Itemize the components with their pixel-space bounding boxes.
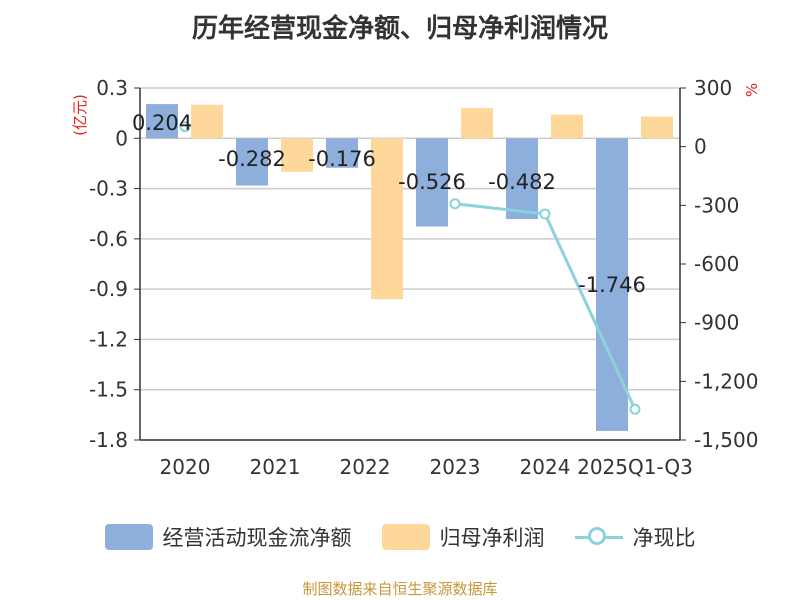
x-tick-label: 2021: [250, 455, 301, 479]
left-tick-label: -0.3: [89, 177, 128, 201]
ratio-point: [539, 208, 551, 220]
right-tick-label: -300: [694, 193, 739, 217]
bar-net-profit: [641, 116, 673, 139]
right-tick-label: 300: [694, 76, 732, 100]
right-tick-label: -1,500: [694, 428, 758, 452]
right-tick-label: 0: [694, 135, 707, 159]
bar-cashflow: [416, 138, 448, 227]
legend-label-cashflow: 经营活动现金流净额: [162, 526, 352, 550]
ratio-line-segment: [454, 202, 546, 216]
data-label-cashflow: 0.204: [132, 111, 192, 135]
right-tick-label: -900: [694, 311, 739, 335]
legend-swatch-cash-ratio: [574, 524, 623, 550]
data-label-cashflow: -0.526: [398, 170, 466, 194]
ratio-point: [629, 403, 641, 415]
bar-net-profit: [281, 138, 313, 172]
left-axis-label: (亿元): [71, 94, 89, 136]
x-tick-label: 2024: [520, 455, 571, 479]
legend-swatch-net-profit: [381, 524, 430, 550]
bar-cashflow: [506, 138, 538, 220]
right-tick-label: -1,200: [694, 369, 758, 393]
left-tick-label: -1.8: [89, 428, 128, 452]
bar-net-profit: [191, 104, 223, 139]
data-label-cashflow: -0.282: [218, 147, 286, 171]
bar-cashflow: [326, 138, 358, 168]
right-axis-label: %: [743, 83, 761, 97]
right-tick-label: -600: [694, 252, 739, 276]
source-note: 制图数据来自恒生聚源数据库: [302, 580, 498, 598]
legend: 经营活动现金流净额 归母净利润 净现比: [0, 517, 800, 557]
legend-swatch-cashflow: [104, 524, 153, 550]
data-label-cashflow: -1.746: [578, 273, 646, 297]
left-tick-label: -0.9: [89, 277, 128, 301]
ratio-point: [179, 121, 191, 133]
left-tick-label: -1.5: [89, 378, 128, 402]
legend-item-cash-ratio[interactable]: 净现比: [574, 522, 696, 552]
data-label-cashflow: -0.482: [488, 170, 556, 194]
left-tick-label: -0.6: [89, 227, 128, 251]
bar-net-profit: [551, 114, 583, 139]
bar-net-profit: [371, 138, 403, 300]
legend-label-net-profit: 归母净利润: [439, 526, 545, 550]
ratio-point: [449, 198, 461, 210]
bar-cashflow: [146, 104, 178, 139]
ratio-line-segment: [543, 213, 637, 410]
x-tick-label: 2020: [160, 455, 211, 479]
x-tick-label: 2023: [430, 455, 481, 479]
left-tick-label: -1.2: [89, 327, 128, 351]
x-tick-label: 2025Q1-Q3: [577, 455, 693, 479]
data-label-cashflow: -0.176: [308, 147, 376, 171]
legend-label-cash-ratio: 净现比: [632, 526, 696, 550]
left-tick-label: 0: [115, 126, 128, 150]
legend-item-cashflow[interactable]: 经营活动现金流净额: [104, 522, 352, 552]
legend-item-net-profit[interactable]: 归母净利润: [381, 522, 545, 552]
bar-net-profit: [461, 108, 493, 139]
x-tick-label: 2022: [340, 455, 391, 479]
bar-cashflow: [236, 138, 268, 186]
chart-title: 历年经营现金净额、归母净利润情况: [191, 14, 608, 44]
left-tick-label: 0.3: [96, 76, 128, 100]
